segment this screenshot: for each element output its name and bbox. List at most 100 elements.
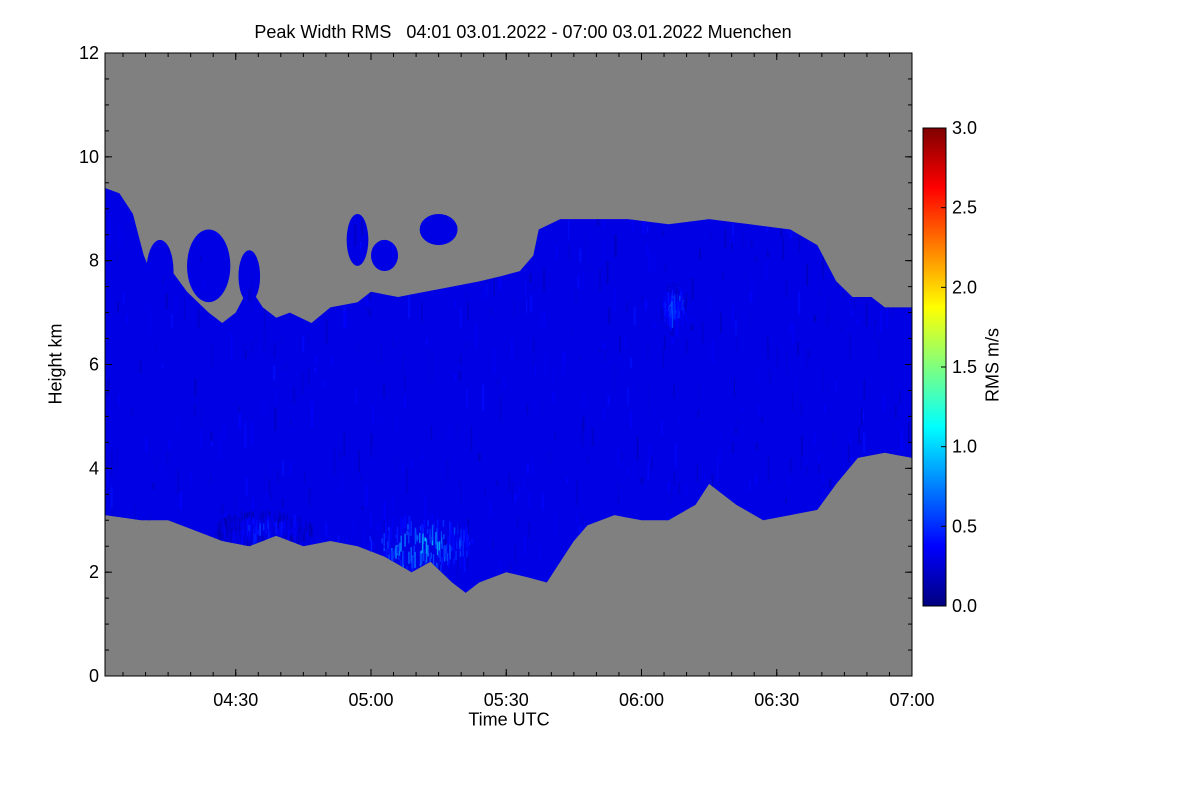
enhanced-rms-streak <box>446 553 449 566</box>
echo-texture-streak <box>177 469 180 495</box>
enhanced-rms-streak <box>448 562 450 570</box>
enhanced-rms-streak <box>676 320 678 337</box>
enhanced-rms-streak <box>289 535 292 547</box>
echo-texture-streak <box>370 513 372 528</box>
echo-texture-streak <box>579 248 582 263</box>
echo-texture-streak <box>404 395 406 408</box>
enhanced-rms-streak <box>431 514 433 521</box>
echo-texture-streak <box>767 456 770 482</box>
echo-texture-streak <box>131 408 133 415</box>
echo-texture-streak <box>185 321 187 331</box>
echo-texture-streak <box>459 532 461 540</box>
echo-texture-streak <box>549 450 551 464</box>
enhanced-rms-streak <box>677 313 679 319</box>
echo-texture-streak <box>508 473 511 490</box>
enhanced-rms-streak <box>453 527 456 535</box>
enhanced-rms-streak <box>663 295 666 302</box>
enhanced-rms-streak <box>243 535 245 551</box>
echo-texture-streak <box>503 341 506 354</box>
echo-texture-streak <box>361 505 364 511</box>
echo-texture-streak <box>576 248 580 268</box>
echo-texture-streak <box>248 289 251 302</box>
enhanced-rms-streak <box>449 544 451 560</box>
echo-texture-streak <box>459 371 462 381</box>
enhanced-rms-streak <box>246 539 248 544</box>
echo-texture-streak <box>737 419 740 425</box>
echo-texture-streak <box>582 271 585 290</box>
echo-texture-streak <box>842 321 844 331</box>
echo-texture-streak <box>523 475 525 491</box>
enhanced-rms-streak <box>305 520 308 532</box>
echo-texture-streak <box>358 450 360 472</box>
enhanced-rms-streak <box>436 563 439 569</box>
enhanced-rms-streak <box>235 526 238 536</box>
echo-texture-streak <box>752 410 754 427</box>
echo-texture-streak <box>199 255 202 263</box>
echo-texture-streak <box>251 273 253 290</box>
enhanced-rms-streak <box>274 522 276 527</box>
echo-texture-streak <box>829 479 832 488</box>
echo-texture-streak <box>459 307 462 330</box>
enhanced-rms-streak <box>671 287 673 304</box>
enhanced-rms-streak <box>446 560 448 567</box>
enhanced-rms-streak <box>457 522 459 535</box>
echo-texture-streak <box>714 387 716 397</box>
echo-texture-streak <box>691 324 694 331</box>
echo-texture-streak <box>197 308 200 329</box>
enhanced-rms-streak <box>431 536 434 546</box>
echo-texture-streak <box>735 314 737 326</box>
y-tick-label: 0 <box>89 666 99 686</box>
enhanced-rms-streak <box>432 554 435 567</box>
echo-texture-streak <box>497 379 500 385</box>
echo-texture-streak <box>404 375 406 391</box>
echo-texture-streak <box>142 516 144 524</box>
echo-texture-streak <box>363 476 366 482</box>
echo-texture-streak <box>383 383 385 399</box>
enhanced-rms-streak <box>284 516 287 523</box>
enhanced-rms-streak <box>430 552 432 559</box>
echo-texture-streak <box>467 301 469 320</box>
echo-texture-streak <box>303 472 306 485</box>
enhanced-rms-streak <box>670 285 672 294</box>
echo-texture-streak <box>603 408 605 420</box>
echo-texture-streak <box>782 405 785 410</box>
echo-texture-streak <box>617 483 619 498</box>
enhanced-rms-streak <box>447 537 450 545</box>
echo-texture-streak <box>604 347 607 362</box>
echo-texture-streak <box>503 376 506 389</box>
enhanced-rms-streak <box>269 527 272 537</box>
enhanced-rms-streak <box>391 548 393 561</box>
enhanced-rms-streak <box>671 321 674 337</box>
echo-texture-streak <box>108 217 111 244</box>
echo-texture-streak <box>118 394 120 406</box>
echo-texture-streak <box>529 294 533 312</box>
echo-texture-streak <box>445 212 447 228</box>
echo-texture-streak <box>134 504 136 523</box>
echo-texture-streak <box>646 225 649 233</box>
echo-texture-streak <box>499 278 502 290</box>
enhanced-rms-streak <box>398 545 401 561</box>
enhanced-rms-streak <box>669 284 672 299</box>
enhanced-rms-streak <box>382 522 385 526</box>
echo-texture-streak <box>526 300 528 314</box>
echo-texture-streak <box>662 230 665 237</box>
enhanced-rms-streak <box>426 528 429 534</box>
echo-texture-streak <box>673 471 675 485</box>
echo-texture-streak <box>751 276 753 302</box>
echo-texture-streak <box>167 450 169 464</box>
colorbar-tick-label: 1.0 <box>952 437 977 457</box>
enhanced-rms-streak <box>413 545 416 556</box>
enhanced-rms-streak <box>442 519 445 527</box>
enhanced-rms-streak <box>249 524 251 540</box>
enhanced-rms-streak <box>675 284 677 301</box>
echo-texture-streak <box>615 369 618 376</box>
echo-texture-streak <box>175 296 177 316</box>
echo-texture-streak <box>281 498 284 508</box>
echo-texture-streak <box>171 313 173 328</box>
echo-texture-streak <box>421 301 423 322</box>
enhanced-rms-streak <box>414 527 417 545</box>
echo-texture-streak <box>732 442 734 454</box>
echo-texture-streak <box>540 402 543 408</box>
enhanced-rms-streak <box>388 527 390 542</box>
echo-texture-streak <box>376 544 378 553</box>
